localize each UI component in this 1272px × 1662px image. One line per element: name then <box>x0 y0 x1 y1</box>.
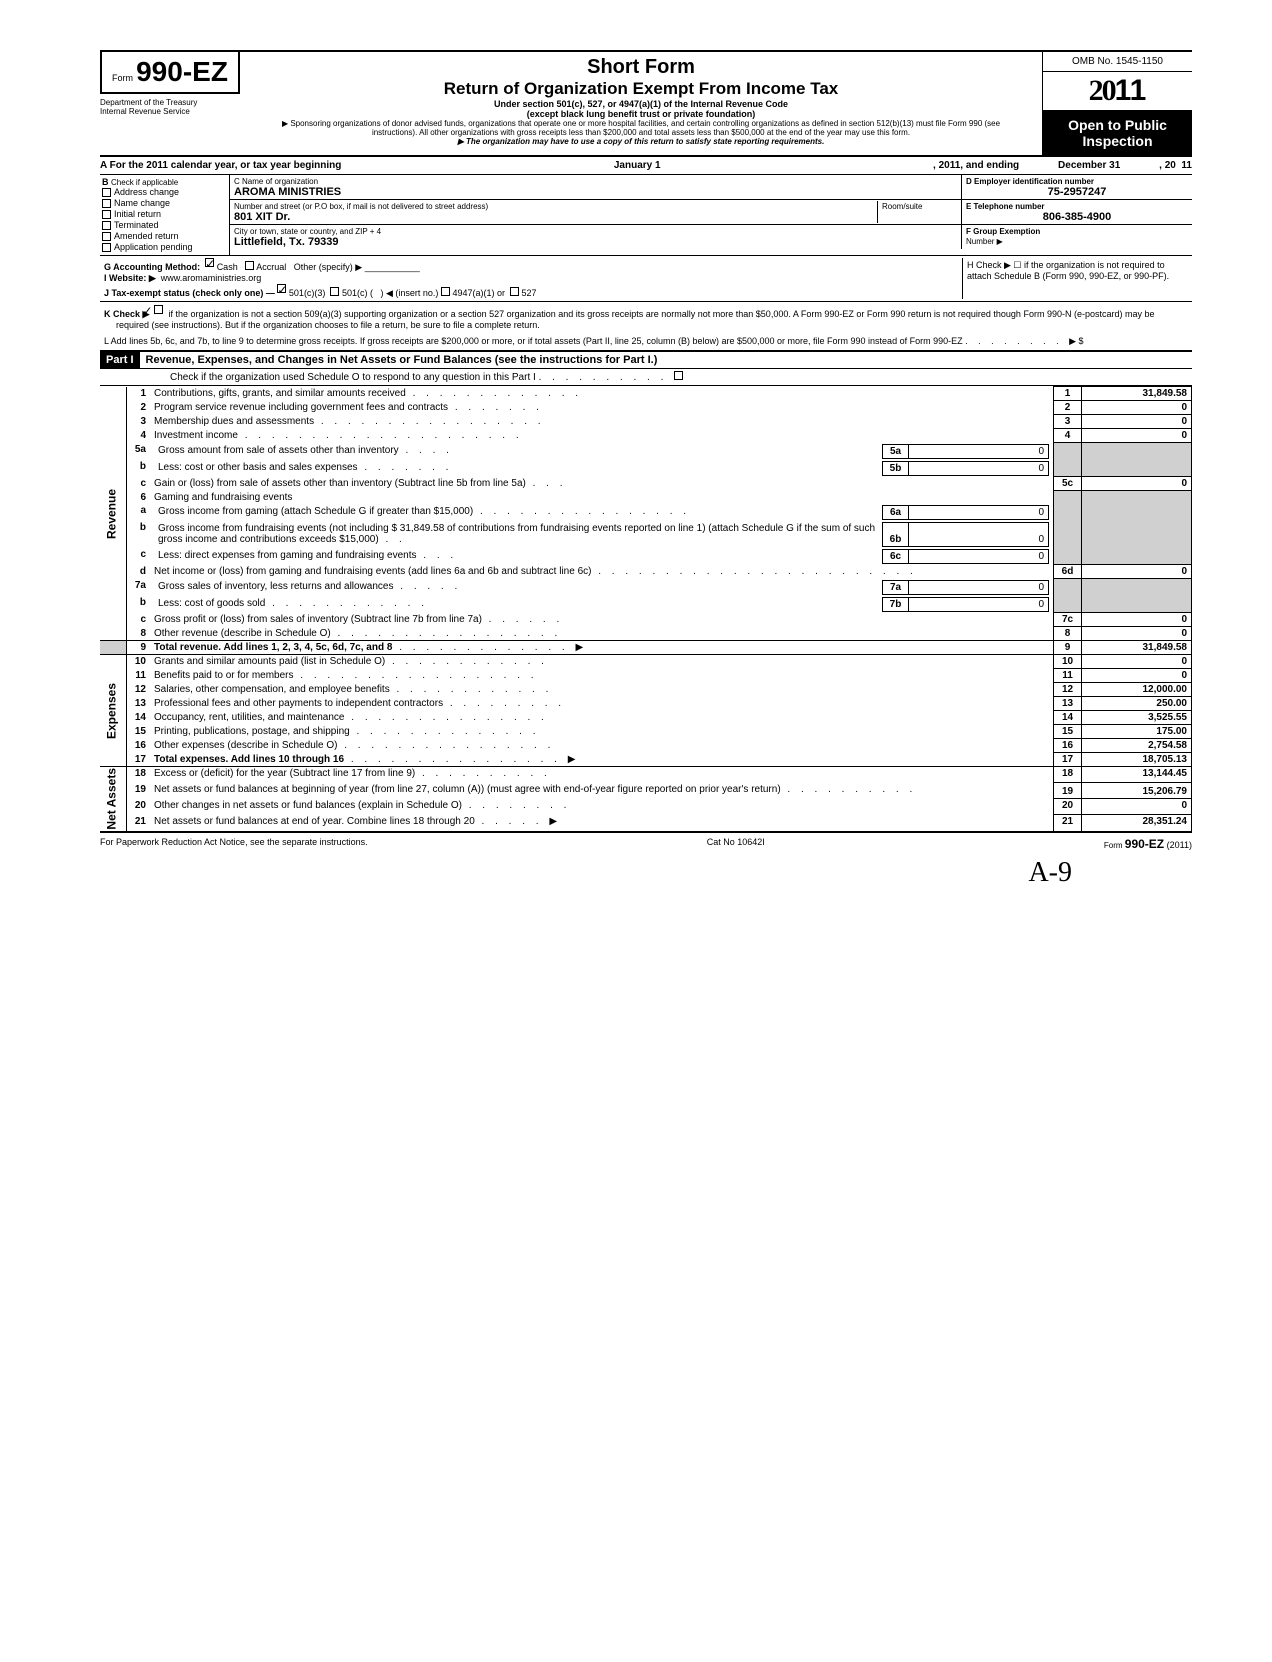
val-8: 0 <box>1082 627 1192 641</box>
omb-number: OMB No. 1545-1150 <box>1043 52 1192 72</box>
val-7c: 0 <box>1082 613 1192 627</box>
val-5b: 0 <box>909 461 1049 475</box>
val-17: 18,705.13 <box>1082 753 1192 767</box>
chk-k[interactable] <box>154 305 163 314</box>
val-21: 28,351.24 <box>1082 815 1192 831</box>
open-to-public: Open to Public Inspection <box>1043 111 1192 155</box>
page-footer: For Paperwork Reduction Act Notice, see … <box>100 832 1192 851</box>
dept-label: Department of the Treasury Internal Reve… <box>100 94 240 116</box>
right-header-boxes: OMB No. 1545-1150 2011 Open to Public In… <box>1042 50 1192 155</box>
handwritten-note: A-9 <box>100 851 1192 889</box>
org-city: Littlefield, Tx. 79339 <box>234 236 339 248</box>
chk-cash[interactable] <box>205 258 214 267</box>
val-16: 2,754.58 <box>1082 739 1192 753</box>
val-20: 0 <box>1082 799 1192 815</box>
chk-schedule-o[interactable] <box>674 371 683 380</box>
val-12: 12,000.00 <box>1082 683 1192 697</box>
header-info-block: B Check if applicable Address change Nam… <box>100 175 1192 256</box>
side-netassets: Net Assets <box>100 767 126 832</box>
val-3: 0 <box>1082 415 1192 429</box>
chk-4947[interactable] <box>441 287 450 296</box>
val-2: 0 <box>1082 401 1192 415</box>
col-c-org-info: C Name of organizationAROMA MINISTRIES N… <box>230 175 962 255</box>
val-6c: 0 <box>909 549 1049 563</box>
org-name: AROMA MINISTRIES <box>234 186 341 198</box>
org-address: 801 XIT Dr. <box>234 211 290 223</box>
val-15: 175.00 <box>1082 725 1192 739</box>
row-g-i: G Accounting Method: Cash Accrual Other … <box>100 256 1192 302</box>
part1-check: Check if the organization used Schedule … <box>100 369 1192 386</box>
val-4: 0 <box>1082 429 1192 443</box>
title-return: Return of Organization Exempt From Incom… <box>250 79 1032 99</box>
line-a: A For the 2011 calendar year, or tax yea… <box>100 157 1192 175</box>
form-header: Form 990-EZ Department of the Treasury I… <box>100 50 1192 157</box>
ein: 75-2957247 <box>966 186 1188 198</box>
val-9: 31,849.58 <box>1082 641 1192 655</box>
val-6a: 0 <box>909 505 1049 519</box>
lines-table: Revenue 1Contributions, gifts, grants, a… <box>100 386 1192 832</box>
col-de: D Employer identification number75-29572… <box>962 175 1192 255</box>
val-13: 250.00 <box>1082 697 1192 711</box>
chk-501c3[interactable] <box>277 284 286 293</box>
row-l: L Add lines 5b, 6c, and 7b, to line 9 to… <box>100 333 1192 351</box>
part1-header: Part I Revenue, Expenses, and Changes in… <box>100 351 1192 369</box>
phone: 806-385-4900 <box>966 211 1188 223</box>
chk-address-change[interactable] <box>102 188 111 197</box>
val-11: 0 <box>1082 669 1192 683</box>
col-b-checkboxes: B Check if applicable Address change Nam… <box>100 175 230 255</box>
row-k: K Check ▶ if the organization is not a s… <box>100 302 1192 333</box>
chk-name-change[interactable] <box>102 199 111 208</box>
val-6d: 0 <box>1082 565 1192 579</box>
h-box: H Check ▶ ☐ if the organization is not r… <box>962 258 1192 299</box>
val-18: 13,144.45 <box>1082 767 1192 783</box>
val-6b: 0 <box>909 522 1049 546</box>
val-10: 0 <box>1082 655 1192 669</box>
side-expenses: Expenses <box>100 655 126 767</box>
chk-initial-return[interactable] <box>102 210 111 219</box>
title-short-form: Short Form <box>250 56 1032 79</box>
chk-accrual[interactable] <box>245 261 254 270</box>
val-5c: 0 <box>1082 477 1192 491</box>
chk-pending[interactable] <box>102 243 111 252</box>
chk-501c[interactable] <box>330 287 339 296</box>
val-7a: 0 <box>909 580 1049 594</box>
val-1: 31,849.58 <box>1082 387 1192 401</box>
website: www.aromaministries.org <box>161 273 262 283</box>
val-14: 3,525.55 <box>1082 711 1192 725</box>
tax-year: 2011 <box>1043 72 1192 111</box>
form-number-box: Form 990-EZ <box>100 50 240 94</box>
title-block: Short Form Return of Organization Exempt… <box>240 50 1042 155</box>
side-revenue: Revenue <box>100 387 126 641</box>
val-19: 15,206.79 <box>1082 783 1192 799</box>
chk-terminated[interactable] <box>102 221 111 230</box>
val-5a: 0 <box>909 444 1049 458</box>
chk-amended[interactable] <box>102 232 111 241</box>
val-7b: 0 <box>909 597 1049 611</box>
chk-527[interactable] <box>510 287 519 296</box>
